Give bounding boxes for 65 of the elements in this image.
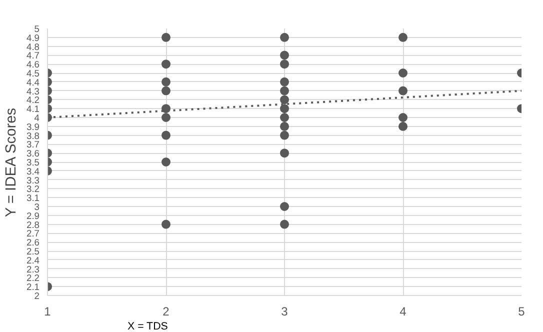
y-tick-label: 2.8 — [26, 220, 40, 230]
point — [162, 32, 170, 42]
point — [398, 32, 408, 42]
y-tick-label: 4 — [34, 113, 40, 123]
point — [280, 32, 289, 42]
y-tick-label: 2 — [34, 291, 40, 301]
point — [280, 220, 289, 229]
point — [162, 104, 170, 114]
y-tick-label: 3 — [34, 202, 40, 212]
point — [280, 104, 289, 114]
y-tick-label: 3.5 — [26, 158, 40, 168]
y-tick-label: 3.9 — [26, 122, 40, 132]
y-axis-title: Y = IDEA Scores — [4, 108, 20, 218]
y-tick-label: 2.9 — [26, 210, 40, 221]
point — [280, 113, 289, 122]
point — [280, 95, 289, 104]
y-tick-label: 3.1 — [26, 193, 40, 204]
y-tick-label: 3.8 — [26, 130, 40, 141]
y-tick-label: 2.4 — [26, 255, 40, 266]
point — [280, 60, 289, 69]
x-tick-label: 3 — [281, 304, 288, 318]
y-tick-label: 4.1 — [26, 104, 40, 114]
y-tick-label: 2.5 — [26, 246, 40, 256]
y-tick-label: 3.6 — [26, 148, 40, 159]
y-tick-label: 4.7 — [26, 50, 40, 61]
point — [280, 130, 289, 140]
y-tick-label: 2.6 — [26, 238, 40, 248]
point — [162, 113, 170, 122]
point — [280, 86, 289, 96]
x-tick-label: 5 — [518, 304, 526, 318]
point — [398, 86, 408, 96]
point — [162, 220, 170, 229]
y-tick-label: 5 — [34, 24, 40, 34]
y-tick-label: 2.2 — [26, 273, 40, 284]
y-tick-label: 3.2 — [26, 184, 40, 194]
y-tick-label: 4.3 — [26, 86, 40, 96]
point — [162, 130, 170, 140]
y-tick-label: 3.4 — [26, 166, 40, 176]
y-tick-label: 2.1 — [26, 282, 40, 292]
point — [280, 122, 289, 131]
point — [162, 60, 170, 69]
x-tick-label: 2 — [162, 304, 170, 318]
point — [162, 77, 170, 86]
point — [398, 68, 408, 78]
point — [280, 148, 289, 158]
y-tick-label: 2.3 — [26, 264, 40, 274]
y-tick-label: 4.2 — [26, 95, 40, 106]
point — [398, 113, 408, 122]
point — [280, 50, 289, 60]
y-tick-label: 4.6 — [26, 60, 40, 70]
y-tick-label: 3.3 — [26, 175, 40, 186]
x-axis-title: X = TDS — [128, 320, 168, 332]
x-tick-label: 4 — [400, 304, 407, 318]
point — [162, 86, 170, 96]
point — [280, 77, 289, 86]
y-tick-label: 2.7 — [26, 228, 40, 239]
y-tick-label: 3.7 — [26, 140, 40, 150]
y-tick-label: 4.8 — [26, 42, 40, 52]
point — [398, 122, 408, 131]
x-tick-label: 1 — [44, 304, 52, 318]
point — [162, 158, 170, 166]
y-tick-label: 4.5 — [26, 68, 40, 78]
y-tick-label: 4.4 — [26, 77, 40, 88]
point — [280, 202, 289, 211]
y-tick-label: 4.9 — [26, 32, 40, 43]
